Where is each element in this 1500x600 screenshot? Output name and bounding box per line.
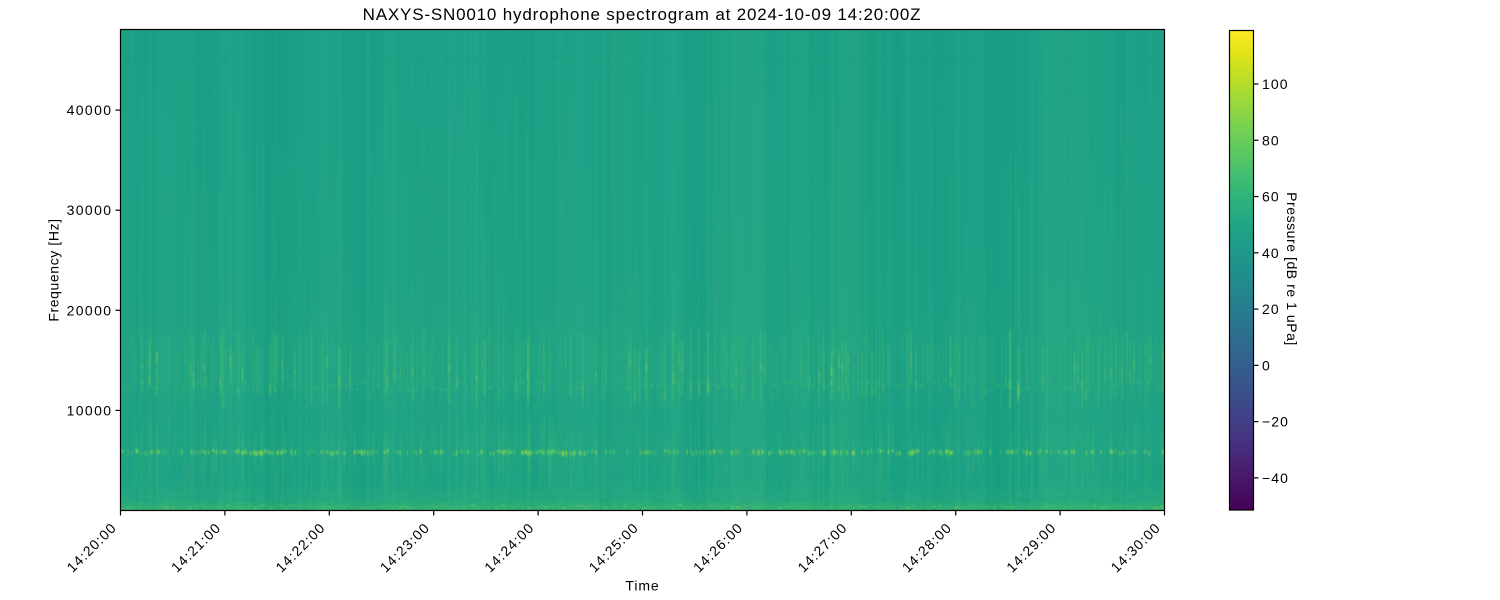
svg-text:20000: 20000 — [67, 302, 113, 318]
svg-text:NAXYS-SN0010 hydrophone spectr: NAXYS-SN0010 hydrophone spectrogram at 2… — [363, 5, 922, 24]
svg-text:−20: −20 — [1262, 414, 1289, 430]
svg-text:Time: Time — [625, 577, 659, 593]
svg-text:40000: 40000 — [67, 102, 113, 118]
svg-text:−40: −40 — [1262, 470, 1289, 486]
svg-text:80: 80 — [1262, 132, 1280, 148]
svg-text:100: 100 — [1262, 76, 1289, 92]
svg-text:0: 0 — [1262, 357, 1271, 373]
svg-text:30000: 30000 — [67, 202, 113, 218]
svg-text:20: 20 — [1262, 301, 1280, 317]
svg-text:40: 40 — [1262, 245, 1280, 261]
svg-text:Pressure [dB re 1 uPa]: Pressure [dB re 1 uPa] — [1284, 192, 1300, 346]
svg-text:60: 60 — [1262, 189, 1280, 205]
svg-text:Frequency [Hz]: Frequency [Hz] — [46, 218, 62, 321]
svg-text:10000: 10000 — [67, 402, 113, 418]
